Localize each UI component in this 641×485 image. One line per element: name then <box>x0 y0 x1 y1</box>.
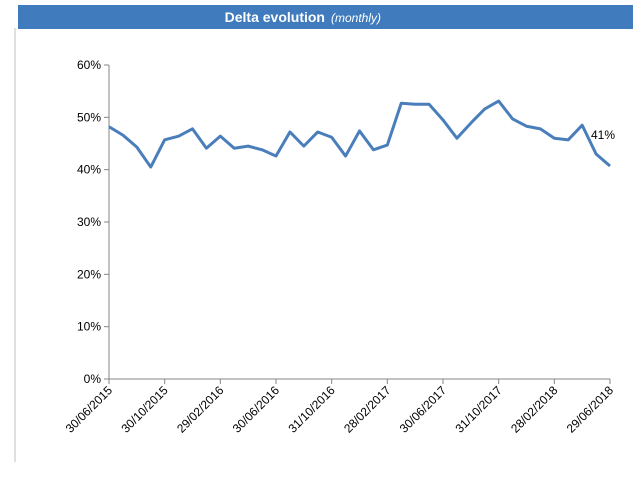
x-tick-label: 30/06/2017 <box>397 383 450 436</box>
data-line <box>108 99 611 169</box>
header-bar <box>18 5 633 29</box>
x-tick-label: 28/02/2017 <box>341 383 394 436</box>
chart-subtitle: (monthly) <box>331 11 381 25</box>
x-tick-label: 28/02/2018 <box>508 383 561 436</box>
x-tick-label: 30/06/2015 <box>63 383 116 436</box>
chart-title: Delta evolution <box>225 9 325 25</box>
x-tick-label: 29/02/2016 <box>174 383 227 436</box>
x-tick-label: 30/06/2016 <box>230 383 283 436</box>
y-tick-label: 20% <box>77 267 101 281</box>
y-tick-label: 30% <box>77 215 101 229</box>
y-tick-label: 50% <box>77 110 101 124</box>
y-tick-label: 40% <box>77 163 101 177</box>
y-tick-label: 60% <box>77 58 101 72</box>
data-label: 41% <box>591 128 615 142</box>
x-tick-label: 30/10/2015 <box>118 383 171 436</box>
x-tick-label: 31/10/2016 <box>285 383 338 436</box>
y-tick-label: 0% <box>84 372 102 386</box>
x-tick-label: 31/10/2017 <box>452 383 505 436</box>
y-tick-label: 10% <box>77 320 101 334</box>
x-tick-label: 29/06/2018 <box>564 383 617 436</box>
